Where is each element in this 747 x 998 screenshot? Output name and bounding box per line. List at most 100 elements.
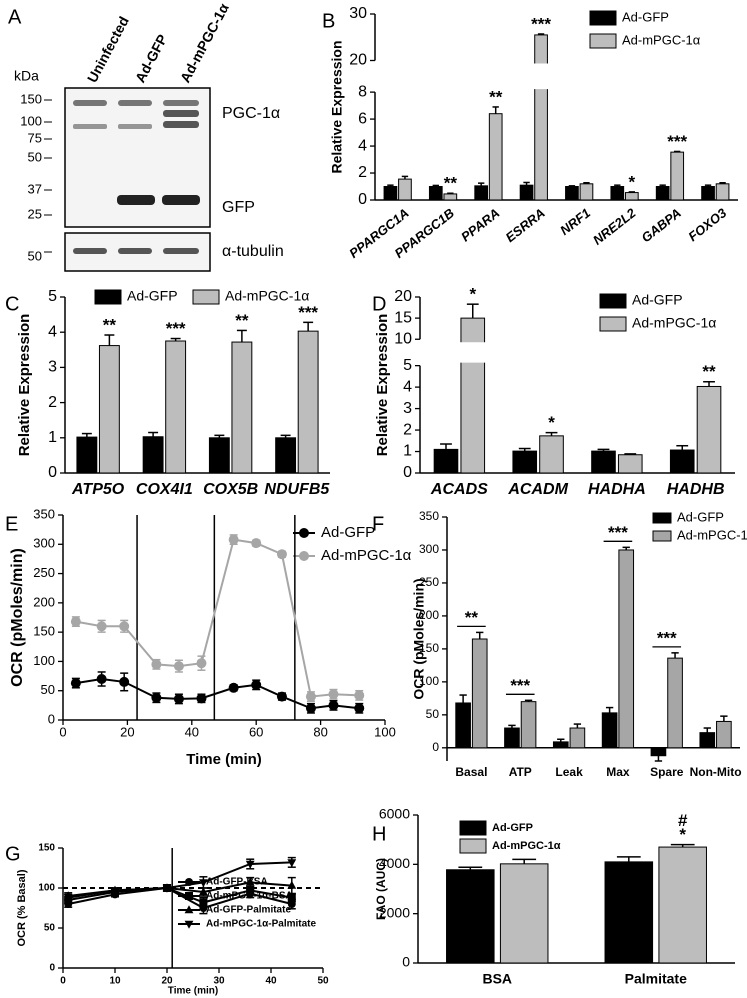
band — [163, 100, 199, 106]
marker — [287, 859, 297, 868]
band-label: PGC-1α — [222, 105, 280, 122]
y-tick-label: 250 — [33, 565, 55, 580]
bands — [73, 100, 200, 254]
x-tick-label: 20 — [120, 724, 134, 739]
legend-label: Ad-mPGC-1α — [321, 547, 412, 564]
bar — [520, 701, 537, 749]
significance-label: *** — [298, 303, 318, 322]
bar — [591, 450, 616, 474]
marker — [119, 676, 130, 687]
bar — [455, 702, 471, 749]
y-tick-label: 5 — [48, 288, 57, 305]
y-axis-label: Relative Expression — [16, 314, 33, 457]
y-tick-label: 0 — [49, 963, 55, 974]
x-tick-label: HADHA — [588, 481, 646, 498]
significance-label: * — [548, 413, 555, 432]
legend-label: Ad-GFP-Palmitate — [206, 905, 291, 916]
legend-label: Ad-GFP — [492, 822, 533, 834]
y-tick-label: 50 — [41, 682, 55, 697]
legend-swatch — [459, 820, 487, 836]
legend-label: Ad-mPGC-1α — [632, 315, 716, 331]
band — [73, 124, 107, 129]
band-label: GFP — [222, 199, 255, 216]
significance-label: *** — [531, 14, 551, 33]
bar — [670, 151, 685, 201]
legend-label: Ad-GFP — [632, 292, 683, 308]
y-axis-label: Relative Expression — [329, 40, 345, 173]
marker — [354, 690, 365, 701]
kda-marker: 50 — [28, 248, 42, 263]
panel-label: B — [322, 10, 335, 32]
y-tick-label: 6000 — [379, 806, 410, 822]
y-tick-label: 5 — [403, 357, 412, 374]
series-line — [67, 886, 293, 910]
bar — [624, 192, 639, 201]
band — [118, 124, 152, 129]
blot-box — [64, 87, 211, 228]
x-tick-label: HADHB — [667, 481, 725, 498]
significance-label: ** — [702, 362, 716, 381]
y-axis-label: Relative Expression — [374, 314, 391, 457]
x-tick-label: 40 — [265, 976, 277, 987]
marker — [328, 700, 339, 711]
y-tick-label: 100 — [33, 653, 55, 668]
x-tick-label: ACADS — [430, 481, 488, 498]
bar — [443, 193, 458, 201]
y-tick-label: 2 — [358, 164, 367, 181]
bar — [471, 638, 488, 749]
band — [162, 195, 200, 205]
legend-marker — [184, 920, 194, 929]
x-tick-label: Basal — [455, 765, 487, 779]
marker — [251, 679, 262, 690]
panel-label: A — [8, 6, 22, 28]
band-label: α-tubulin — [222, 243, 284, 260]
axis-break — [531, 63, 551, 90]
legend-swatch — [459, 838, 487, 854]
x-tick-label: Non-Mito — [690, 765, 742, 779]
bar — [512, 450, 538, 474]
kda-marker: 100 — [20, 113, 42, 128]
legend-label: Ad-GFP — [622, 9, 669, 24]
legend-label: Ad-mPGC-1α — [677, 527, 747, 542]
band — [163, 248, 199, 254]
marker — [110, 887, 120, 896]
marker — [173, 693, 184, 704]
y-tick-label: 0 — [358, 191, 367, 208]
panel-label: E — [5, 513, 18, 535]
bar — [398, 178, 412, 201]
marker — [251, 538, 262, 549]
bar — [534, 34, 548, 201]
significance-label: * — [629, 172, 636, 191]
marker — [328, 689, 339, 700]
bar — [488, 113, 503, 201]
significance-label: *** — [608, 523, 628, 542]
marker — [63, 894, 73, 903]
y-tick-label: 10 — [394, 330, 412, 347]
y-tick-label: 0 — [402, 954, 410, 970]
y-axis-label: FAO (AUC) — [374, 858, 388, 920]
x-axis-label: Time (min) — [168, 986, 218, 997]
y-tick-label: 150 — [38, 843, 55, 854]
legend-swatch — [589, 10, 617, 26]
y-tick-label: 8 — [358, 83, 367, 100]
bar — [98, 345, 120, 474]
band — [117, 195, 155, 205]
marker — [228, 534, 239, 545]
bar — [142, 436, 164, 474]
bar — [669, 449, 695, 474]
marker — [151, 692, 162, 703]
bar — [667, 657, 683, 749]
marker — [199, 887, 208, 896]
y-tick-label: 150 — [33, 624, 55, 639]
bar — [539, 435, 564, 474]
bar — [231, 341, 253, 474]
x-tick-label: 80 — [313, 724, 327, 739]
marker — [245, 877, 255, 886]
legend-marker — [299, 551, 309, 561]
legend-marker — [299, 528, 309, 538]
x-tick-label: 0 — [59, 724, 66, 739]
x-tick-label: Palmitate — [625, 971, 687, 987]
bar — [297, 330, 319, 474]
marker — [305, 691, 316, 702]
y-tick-label: 20 — [394, 288, 412, 305]
